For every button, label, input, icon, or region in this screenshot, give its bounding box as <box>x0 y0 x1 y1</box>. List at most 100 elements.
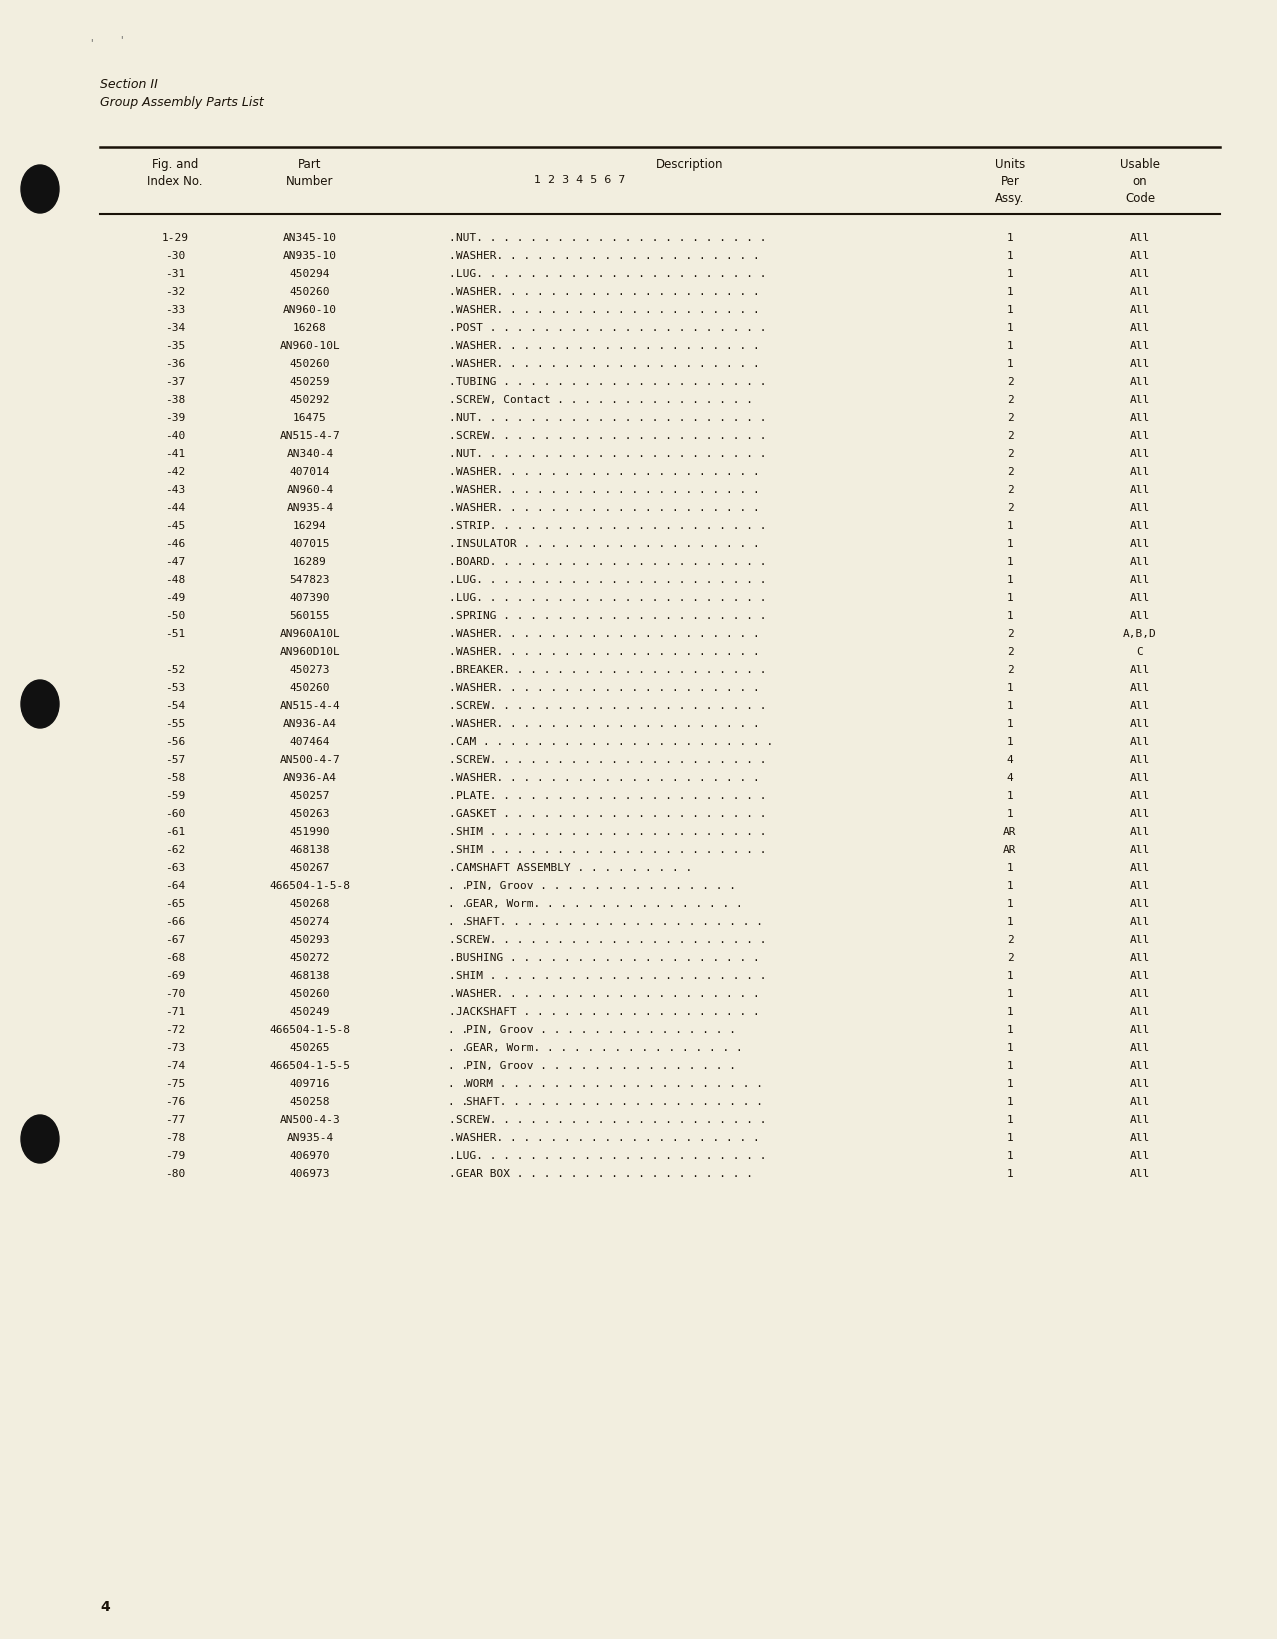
Text: BREAKER. . . . . . . . . . . . . . . . . . . .: BREAKER. . . . . . . . . . . . . . . . .… <box>456 664 766 675</box>
Text: AN936-A4: AN936-A4 <box>283 772 337 782</box>
Text: AN340-4: AN340-4 <box>286 449 333 459</box>
Text: All: All <box>1130 395 1151 405</box>
Text: 1: 1 <box>1006 718 1014 729</box>
Text: .: . <box>448 718 455 729</box>
Text: WASHER. . . . . . . . . . . . . . . . . . . .: WASHER. . . . . . . . . . . . . . . . . … <box>456 629 760 639</box>
Text: AN500-4-7: AN500-4-7 <box>280 754 341 764</box>
Text: 1: 1 <box>1006 1078 1014 1088</box>
Text: .: . <box>448 700 455 711</box>
Text: WASHER. . . . . . . . . . . . . . . . . . . .: WASHER. . . . . . . . . . . . . . . . . … <box>456 485 760 495</box>
Text: SHAFT. . . . . . . . . . . . . . . . . . . .: SHAFT. . . . . . . . . . . . . . . . . .… <box>466 916 764 926</box>
Text: -34: -34 <box>165 323 185 333</box>
Text: -37: -37 <box>165 377 185 387</box>
Text: -51: -51 <box>165 629 185 639</box>
Text: .: . <box>448 826 455 836</box>
Text: All: All <box>1130 431 1151 441</box>
Text: .: . <box>448 449 455 459</box>
Text: .: . <box>448 1115 455 1124</box>
Text: All: All <box>1130 593 1151 603</box>
Text: 4: 4 <box>1006 772 1014 782</box>
Text: on: on <box>1133 175 1147 188</box>
Text: All: All <box>1130 269 1151 279</box>
Text: 1: 1 <box>1006 682 1014 693</box>
Text: -74: -74 <box>165 1060 185 1070</box>
Text: 1: 1 <box>1006 359 1014 369</box>
Text: 16475: 16475 <box>294 413 327 423</box>
Text: -31: -31 <box>165 269 185 279</box>
Text: 450268: 450268 <box>290 898 331 908</box>
Text: All: All <box>1130 808 1151 818</box>
Text: 2: 2 <box>1006 377 1014 387</box>
Text: All: All <box>1130 862 1151 872</box>
Text: . .: . . <box>448 1042 469 1052</box>
Text: SCREW, Contact . . . . . . . . . . . . . . .: SCREW, Contact . . . . . . . . . . . . .… <box>456 395 752 405</box>
Text: 450263: 450263 <box>290 808 331 818</box>
Text: 560155: 560155 <box>290 611 331 621</box>
Text: 1: 1 <box>1006 1006 1014 1016</box>
Text: 1: 1 <box>1006 1169 1014 1178</box>
Text: .: . <box>448 305 455 315</box>
Text: -39: -39 <box>165 413 185 423</box>
Text: .: . <box>448 952 455 962</box>
Text: All: All <box>1130 916 1151 926</box>
Text: .: . <box>448 647 455 657</box>
Text: .: . <box>448 772 455 782</box>
Text: Description: Description <box>656 157 724 170</box>
Text: -66: -66 <box>165 916 185 926</box>
Text: NUT. . . . . . . . . . . . . . . . . . . . . .: NUT. . . . . . . . . . . . . . . . . . .… <box>456 413 766 423</box>
Text: -49: -49 <box>165 593 185 603</box>
Text: .: . <box>448 790 455 800</box>
Text: . .: . . <box>448 1096 469 1106</box>
Text: JACKSHAFT . . . . . . . . . . . . . . . . . .: JACKSHAFT . . . . . . . . . . . . . . . … <box>456 1006 760 1016</box>
Text: ': ' <box>89 38 92 48</box>
Text: 450260: 450260 <box>290 988 331 998</box>
Text: WASHER. . . . . . . . . . . . . . . . . . . .: WASHER. . . . . . . . . . . . . . . . . … <box>456 682 760 693</box>
Ellipse shape <box>20 680 59 729</box>
Text: All: All <box>1130 521 1151 531</box>
Text: AN960-10L: AN960-10L <box>280 341 341 351</box>
Text: -77: -77 <box>165 1115 185 1124</box>
Text: -58: -58 <box>165 772 185 782</box>
Text: All: All <box>1130 341 1151 351</box>
Text: GEAR, Worm. . . . . . . . . . . . . . . .: GEAR, Worm. . . . . . . . . . . . . . . … <box>466 898 743 908</box>
Text: SCREW. . . . . . . . . . . . . . . . . . . . .: SCREW. . . . . . . . . . . . . . . . . .… <box>456 1115 766 1124</box>
Text: 406973: 406973 <box>290 1169 331 1178</box>
Text: 16294: 16294 <box>294 521 327 531</box>
Text: All: All <box>1130 503 1151 513</box>
Text: All: All <box>1130 251 1151 261</box>
Text: ': ' <box>120 34 123 44</box>
Text: AN935-4: AN935-4 <box>286 1133 333 1142</box>
Text: -76: -76 <box>165 1096 185 1106</box>
Text: All: All <box>1130 700 1151 711</box>
Text: Group Assembly Parts List: Group Assembly Parts List <box>100 97 264 108</box>
Text: .: . <box>448 844 455 854</box>
Text: -50: -50 <box>165 611 185 621</box>
Text: -71: -71 <box>165 1006 185 1016</box>
Text: 2: 2 <box>1006 503 1014 513</box>
Text: 1: 1 <box>1006 521 1014 531</box>
Text: 1: 1 <box>1006 1115 1014 1124</box>
Text: All: All <box>1130 718 1151 729</box>
Text: All: All <box>1130 413 1151 423</box>
Text: -54: -54 <box>165 700 185 711</box>
Text: .: . <box>448 934 455 944</box>
Text: .: . <box>448 359 455 369</box>
Text: -32: -32 <box>165 287 185 297</box>
Text: 1: 1 <box>1006 1024 1014 1034</box>
Text: All: All <box>1130 539 1151 549</box>
Text: INSULATOR . . . . . . . . . . . . . . . . . .: INSULATOR . . . . . . . . . . . . . . . … <box>456 539 760 549</box>
Text: -62: -62 <box>165 844 185 854</box>
Text: PIN, Groov . . . . . . . . . . . . . . .: PIN, Groov . . . . . . . . . . . . . . . <box>466 880 737 890</box>
Text: -69: -69 <box>165 970 185 980</box>
Text: WASHER. . . . . . . . . . . . . . . . . . . .: WASHER. . . . . . . . . . . . . . . . . … <box>456 287 760 297</box>
Text: .: . <box>448 431 455 441</box>
Text: SHIM . . . . . . . . . . . . . . . . . . . . .: SHIM . . . . . . . . . . . . . . . . . .… <box>456 844 766 854</box>
Text: SHIM . . . . . . . . . . . . . . . . . . . . .: SHIM . . . . . . . . . . . . . . . . . .… <box>456 826 766 836</box>
Text: 468138: 468138 <box>290 970 331 980</box>
Text: 1: 1 <box>1006 575 1014 585</box>
Text: .: . <box>448 682 455 693</box>
Text: -55: -55 <box>165 718 185 729</box>
Text: 1: 1 <box>1006 790 1014 800</box>
Text: All: All <box>1130 449 1151 459</box>
Text: Number: Number <box>286 175 333 188</box>
